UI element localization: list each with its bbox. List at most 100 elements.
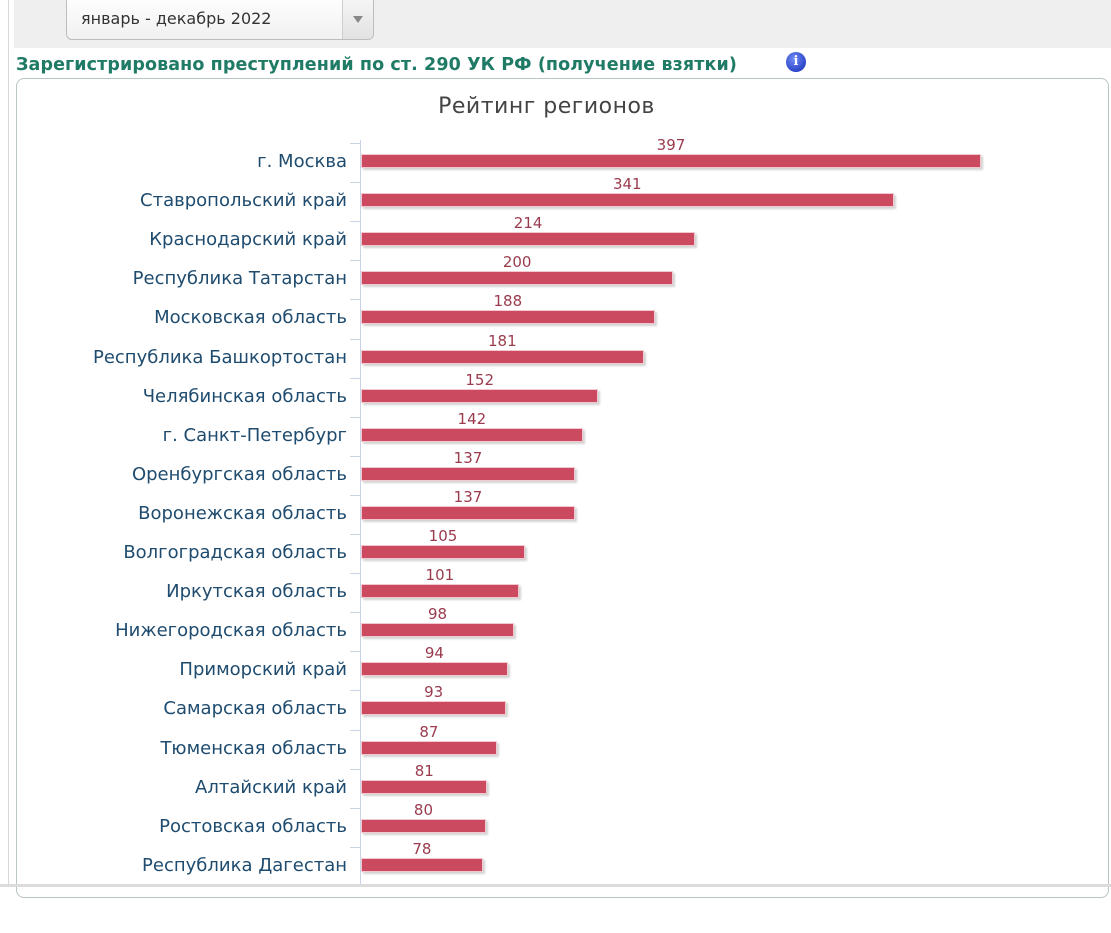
category-label: Республика Башкортостан bbox=[92, 346, 347, 368]
axis-tick bbox=[350, 260, 360, 262]
category-label: г. Москва bbox=[257, 151, 347, 172]
bar-row: г. Санкт-Петербург 142 bbox=[0, 410, 1111, 464]
bar[interactable] bbox=[361, 701, 507, 716]
category-label: Приморский край bbox=[179, 659, 347, 681]
axis-tick bbox=[350, 729, 360, 731]
category-label: Алтайский край bbox=[195, 776, 347, 798]
axis-tick bbox=[350, 768, 360, 770]
category-label: Республика Татарстан bbox=[132, 268, 347, 290]
category-label: Челябинская область bbox=[142, 385, 347, 407]
axis-tick bbox=[350, 143, 360, 144]
category-label: Ростовская область bbox=[159, 815, 347, 837]
category-axis bbox=[360, 140, 361, 887]
axis-tick bbox=[350, 416, 360, 418]
bar-row: г. Москва 397 bbox=[0, 136, 1111, 190]
period-select-value: январь - декабрь 2022 bbox=[81, 9, 272, 28]
bar-row: Приморский край 94 bbox=[0, 644, 1111, 698]
bar[interactable] bbox=[361, 857, 483, 872]
value-label: 188 bbox=[493, 292, 523, 311]
bar[interactable] bbox=[361, 193, 894, 208]
bar[interactable] bbox=[361, 779, 488, 794]
value-label: 93 bbox=[424, 683, 444, 702]
bar[interactable] bbox=[361, 662, 508, 677]
axis-tick bbox=[350, 534, 360, 535]
bar[interactable] bbox=[361, 623, 515, 638]
value-label: 397 bbox=[656, 136, 686, 154]
category-label: Самарская область bbox=[163, 698, 347, 720]
category-label: г. Санкт-Петербург bbox=[162, 424, 347, 446]
value-label: 137 bbox=[453, 448, 483, 467]
bar-row: Нижегородская область 98 bbox=[0, 605, 1111, 659]
value-label: 105 bbox=[428, 527, 458, 545]
bar[interactable] bbox=[361, 154, 981, 168]
category-label: Волгоградская область bbox=[123, 542, 347, 563]
page-left-border bbox=[8, 0, 9, 887]
category-label: Ставропольский край bbox=[140, 190, 347, 212]
bar-row: Самарская область 93 bbox=[0, 683, 1111, 737]
axis-tick bbox=[350, 651, 360, 653]
value-label: 200 bbox=[502, 253, 532, 272]
category-label: Иркутская область bbox=[166, 581, 347, 603]
bar[interactable] bbox=[361, 466, 575, 481]
bar-row: Тюменская область 87 bbox=[0, 723, 1111, 777]
value-label: 152 bbox=[465, 370, 495, 389]
bar-row: Иркутская область 101 bbox=[0, 566, 1111, 620]
value-label: 78 bbox=[412, 839, 432, 858]
category-label: Нижегородская область bbox=[115, 620, 347, 642]
page-heading: Зарегистрировано преступлений по ст. 290… bbox=[16, 55, 737, 75]
bar-row-partial bbox=[0, 885, 1111, 933]
chevron-down-icon bbox=[353, 16, 363, 23]
axis-tick bbox=[350, 221, 360, 223]
value-label: 87 bbox=[419, 722, 439, 741]
axis-tick bbox=[350, 612, 360, 614]
value-label: 80 bbox=[413, 800, 433, 819]
info-icon[interactable]: i bbox=[786, 52, 806, 72]
axis-tick bbox=[350, 494, 360, 496]
bar-row: Воронежская область 137 bbox=[0, 488, 1111, 542]
bar[interactable] bbox=[361, 505, 575, 520]
axis-tick bbox=[350, 377, 360, 379]
bar[interactable] bbox=[361, 427, 583, 442]
value-label: 214 bbox=[513, 214, 543, 233]
value-label: 94 bbox=[424, 644, 444, 663]
value-label: 137 bbox=[453, 487, 483, 506]
value-label: 181 bbox=[488, 331, 517, 350]
category-label: Московская область bbox=[154, 307, 347, 329]
bar-row: Алтайский край 81 bbox=[0, 762, 1111, 816]
bar-row: Волгоградская область 105 bbox=[0, 527, 1111, 581]
axis-tick bbox=[350, 338, 360, 340]
bar[interactable] bbox=[361, 349, 644, 364]
bar[interactable] bbox=[361, 818, 486, 833]
bar[interactable] bbox=[361, 545, 525, 559]
category-label: Оренбургская область bbox=[131, 463, 347, 485]
bar-row: Республика Дагестан 78 bbox=[0, 840, 1111, 894]
value-label: 101 bbox=[425, 566, 455, 585]
dropdown-button[interactable] bbox=[342, 0, 373, 39]
bar[interactable] bbox=[361, 232, 696, 247]
bar-row: Челябинская область 152 bbox=[0, 371, 1111, 425]
bar[interactable] bbox=[361, 388, 599, 403]
chart-title: Рейтинг регионов bbox=[438, 94, 655, 119]
bar-row: Ставропольский край 341 bbox=[0, 175, 1111, 229]
bar-row: Московская область 188 bbox=[0, 292, 1111, 346]
bar-row: Республика Татарстан 200 bbox=[0, 253, 1111, 307]
bar-row: Оренбургская область 137 bbox=[0, 449, 1111, 503]
value-label: 341 bbox=[612, 175, 642, 194]
bar-row: Краснодарский край 214 bbox=[0, 214, 1111, 268]
bar[interactable] bbox=[361, 271, 674, 286]
period-select[interactable]: январь - декабрь 2022 bbox=[66, 0, 374, 40]
axis-tick bbox=[350, 455, 360, 457]
category-label: Тюменская область bbox=[160, 737, 347, 759]
bar[interactable] bbox=[361, 740, 497, 755]
value-label: 81 bbox=[414, 761, 434, 780]
category-label: Воронежская область bbox=[138, 502, 347, 524]
bar-row: Ростовская область 80 bbox=[0, 801, 1111, 855]
category-label: Краснодарский край bbox=[149, 229, 347, 251]
value-label: 98 bbox=[427, 605, 448, 624]
category-label: Республика Дагестан bbox=[142, 854, 347, 876]
axis-tick bbox=[350, 299, 360, 301]
bar-row: Республика Башкортостан 181 bbox=[0, 332, 1111, 386]
axis-tick bbox=[350, 846, 360, 848]
bar[interactable] bbox=[361, 584, 519, 599]
bar[interactable] bbox=[361, 310, 655, 325]
